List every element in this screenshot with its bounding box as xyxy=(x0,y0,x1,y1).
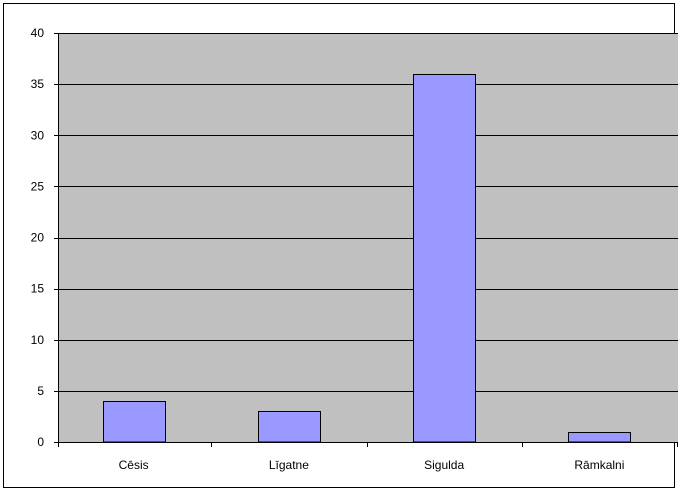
bar-sigulda xyxy=(413,74,476,443)
x-tick-label: Cēsis xyxy=(119,458,149,472)
y-tick-label: 0 xyxy=(37,435,44,449)
bar-līgatne xyxy=(258,411,321,443)
y-tick-label: 20 xyxy=(31,231,45,245)
y-tick-label: 10 xyxy=(31,333,45,347)
y-tick-labels: 0 5 10 15 20 25 30 35 40 xyxy=(31,26,45,449)
y-tick-label: 30 xyxy=(31,128,45,142)
y-tick-label: 25 xyxy=(31,179,45,193)
bar-cēsis xyxy=(103,401,166,443)
bar-rāmkalni xyxy=(568,432,631,443)
y-tick-label: 15 xyxy=(31,282,45,296)
axes xyxy=(54,33,678,447)
y-tick-label: 35 xyxy=(31,77,45,91)
x-tick-labels: Cēsis Līgatne Sigulda Rāmkalni xyxy=(119,458,625,472)
y-tick-label: 5 xyxy=(37,384,44,398)
x-tick-label: Rāmkalni xyxy=(574,458,624,472)
plot-area xyxy=(58,33,678,442)
gridlines xyxy=(58,33,678,392)
bars xyxy=(103,74,631,443)
y-tick-label: 40 xyxy=(31,26,45,40)
x-tick-label: Sigulda xyxy=(424,458,464,472)
x-tick-label: Līgatne xyxy=(269,458,309,472)
